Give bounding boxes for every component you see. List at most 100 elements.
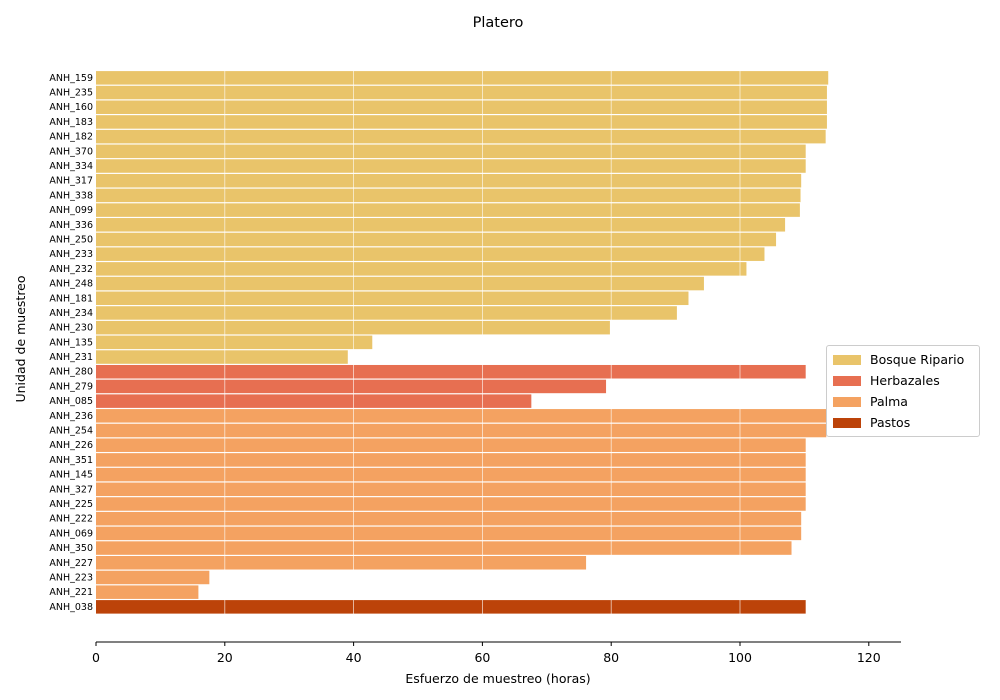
bar (96, 335, 373, 350)
bar (96, 541, 792, 555)
bar (96, 232, 777, 247)
y-tick-label: ANH_159 (49, 73, 93, 84)
y-tick-label: ANH_232 (49, 264, 93, 275)
y-tick-label: ANH_226 (49, 440, 93, 451)
bar (96, 115, 827, 129)
y-tick-label: ANH_233 (49, 249, 93, 260)
x-axis-label: Esfuerzo de muestreo (horas) (405, 671, 590, 686)
x-tick-label: 40 (346, 650, 362, 665)
y-tick-label: ANH_248 (49, 279, 93, 290)
y-tick-label: ANH_317 (49, 176, 93, 187)
legend-item: Pastos (833, 412, 973, 433)
bar (96, 379, 607, 394)
y-tick-label: ANH_183 (49, 117, 93, 128)
legend-swatch (833, 354, 861, 365)
legend-item: Herbazales (833, 370, 973, 391)
y-tick-label: ANH_351 (49, 455, 93, 466)
bar (96, 129, 826, 144)
y-tick-label: ANH_327 (49, 484, 93, 495)
y-tick-label: ANH_234 (49, 308, 93, 319)
bar (96, 100, 827, 114)
bar (96, 306, 677, 320)
bar (96, 276, 704, 291)
y-tick-label: ANH_280 (49, 367, 93, 378)
y-tick-label: ANH_223 (49, 572, 93, 583)
bar (96, 570, 210, 585)
y-tick-label: ANH_350 (49, 543, 93, 554)
bar (96, 262, 747, 276)
bar (96, 600, 806, 614)
y-tick-label: ANH_370 (49, 146, 93, 157)
y-tick-label: ANH_182 (49, 132, 93, 143)
gridlines (224, 68, 870, 617)
y-tick-label: ANH_338 (49, 190, 93, 201)
chart-title: Platero (473, 15, 524, 31)
bar (96, 159, 806, 173)
bar (96, 188, 801, 203)
bar (96, 585, 199, 599)
legend-label: Herbazales (870, 373, 940, 388)
y-tick-label: ANH_085 (49, 396, 93, 407)
bar (96, 203, 800, 217)
bar (96, 526, 802, 541)
legend-item: Bosque Ripario (833, 349, 973, 370)
y-tick-label: ANH_231 (49, 352, 93, 363)
legend-item: Palma (833, 391, 973, 412)
y-tick-label: ANH_236 (49, 411, 93, 422)
legend-swatch (833, 375, 861, 386)
y-tick-label: ANH_279 (49, 381, 93, 392)
y-tick-label: ANH_250 (49, 234, 93, 245)
bar (96, 247, 765, 261)
y-tick-label: ANH_222 (49, 514, 93, 525)
x-tick-label: 60 (474, 650, 490, 665)
bar (96, 556, 587, 570)
bar (96, 173, 802, 188)
bar (96, 511, 802, 526)
bar (96, 320, 610, 335)
y-tick-label: ANH_230 (49, 323, 93, 334)
chart-legend: Bosque Ripario Herbazales Palma Pastos (826, 345, 980, 437)
y-axis-label: Unidad de muestreo (13, 275, 28, 402)
bar (96, 218, 786, 232)
bar (96, 423, 827, 438)
y-tick-label: ANH_038 (49, 602, 93, 613)
x-tick-label: 20 (217, 650, 233, 665)
y-tick-label: ANH_099 (49, 205, 93, 216)
y-tick-label: ANH_181 (49, 293, 93, 304)
bar (96, 438, 806, 452)
bar (96, 364, 806, 379)
bar (96, 467, 806, 482)
y-tick-label: ANH_145 (49, 470, 93, 481)
bar (96, 497, 806, 511)
y-tick-label: ANH_225 (49, 499, 93, 510)
y-tick-label: ANH_135 (49, 337, 93, 348)
bar (96, 85, 827, 100)
legend-label: Bosque Ripario (870, 352, 965, 367)
legend-swatch (833, 396, 861, 407)
bar (96, 350, 348, 364)
bar (96, 291, 689, 306)
x-tick-label: 80 (603, 650, 619, 665)
y-tick-labels: ANH_159 ANH_235 ANH_160 ANH_183 ANH_182 ANH_3… (49, 73, 93, 613)
y-tick-label: ANH_336 (49, 220, 93, 231)
legend-label: Palma (870, 394, 908, 409)
y-tick-label: ANH_160 (49, 102, 93, 113)
bar (96, 482, 806, 497)
x-tick-label: 0 (92, 650, 100, 665)
y-tick-label: ANH_227 (49, 558, 93, 569)
y-tick-label: ANH_221 (49, 587, 93, 598)
legend-swatch (833, 417, 861, 428)
x-tick-label: 100 (728, 650, 752, 665)
y-tick-label: ANH_235 (49, 88, 93, 99)
y-tick-label: ANH_069 (49, 528, 93, 539)
legend-label: Pastos (870, 415, 911, 430)
bars-layer (96, 71, 829, 614)
x-tick-labels: 0 20 40 60 80 100 120 (92, 642, 881, 665)
bar (96, 71, 829, 85)
y-tick-label: ANH_334 (49, 161, 93, 172)
bar (96, 144, 806, 159)
bar (96, 394, 532, 408)
x-tick-label: 120 (857, 650, 881, 665)
bar (96, 453, 806, 467)
